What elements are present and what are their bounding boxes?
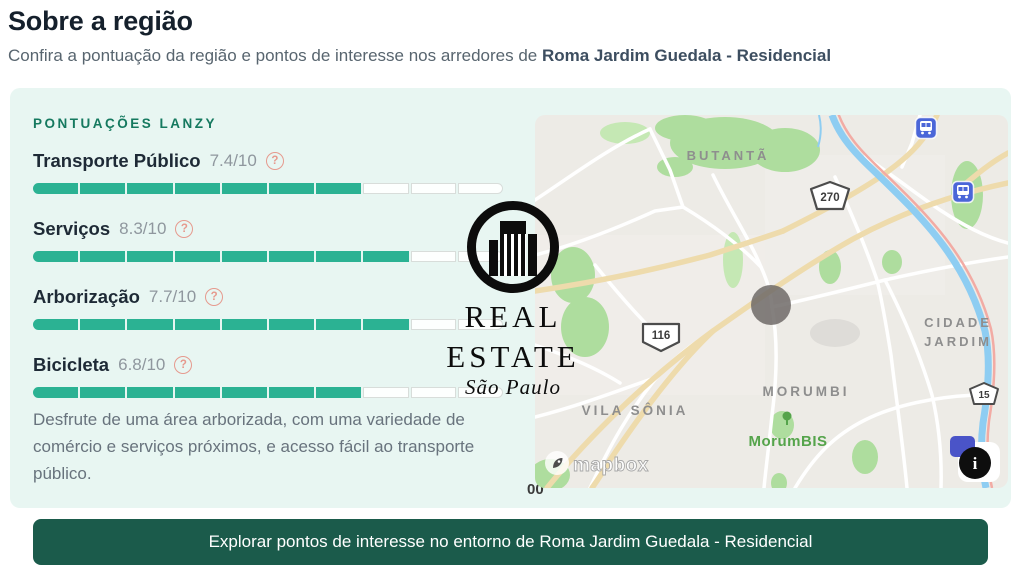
map-info-button[interactable]: i (950, 436, 1000, 482)
score-row-arborizacao: Arborização 7.7/10 ? (33, 284, 504, 330)
label-vila-sonia: VILA SÔNIA (582, 403, 689, 418)
label-cidade-jardim-2: JARDIM (924, 334, 992, 349)
park-tree-icon (782, 411, 792, 425)
score-label: Serviços (33, 218, 111, 239)
scores-panel: PONTUAÇÕES LANZY Transporte Público 7.4/… (10, 88, 1011, 508)
metro-station-icon (914, 116, 938, 140)
help-icon[interactable]: ? (205, 288, 224, 306)
score-label: Transporte Público (33, 150, 201, 171)
map[interactable]: 270 116 15 BUTANTÃ VILA SÔNIA MORUMBI CI… (535, 115, 1008, 488)
section-subtitle: Confira a pontuação da região e pontos d… (8, 46, 831, 66)
score-label: Arborização (33, 286, 140, 307)
svg-text:270: 270 (820, 192, 839, 204)
poi-morumbis[interactable]: MorumBIS (749, 411, 828, 451)
svg-text:mapbox: mapbox (573, 455, 649, 476)
metro-station-icon (951, 180, 975, 204)
score-row-servicos: Serviços 8.3/10 ? (33, 216, 504, 262)
score-row-transporte: Transporte Público 7.4/10 ? (33, 148, 504, 194)
label-morumbi: MORUMBI (763, 384, 850, 399)
score-bar (33, 319, 504, 330)
score-value: 8.3/10 (119, 219, 167, 238)
label-cidade-jardim: CIDADE (924, 315, 992, 330)
svg-text:116: 116 (652, 330, 671, 342)
explore-poi-button[interactable]: Explorar pontos de interesse no entorno … (33, 519, 988, 565)
road-shield-270: 270 (809, 180, 851, 211)
score-value: 7.7/10 (148, 287, 197, 306)
help-icon[interactable]: ? (265, 152, 284, 170)
score-row-bicicleta: Bicicleta 6.8/10 ? (33, 352, 504, 398)
help-icon[interactable]: ? (175, 220, 194, 238)
road-shield-116: 116 (641, 322, 681, 353)
section-title: Sobre a região (8, 6, 193, 36)
score-bar (33, 387, 504, 398)
region-description: Desfrute de uma área arborizada, com uma… (33, 410, 475, 483)
road-shield-15: 15 (969, 382, 999, 405)
subtitle-text: Confira a pontuação da região e pontos d… (8, 46, 542, 65)
score-value: 6.8/10 (118, 355, 166, 374)
score-label: Bicicleta (33, 354, 110, 375)
svg-text:i: i (973, 454, 978, 473)
map-river (817, 115, 996, 488)
svg-text:15: 15 (978, 390, 990, 401)
score-bar (33, 251, 504, 262)
help-icon[interactable]: ? (174, 356, 193, 374)
score-bar (33, 183, 504, 194)
panel-heading: PONTUAÇÕES LANZY (33, 116, 218, 131)
score-value: 7.4/10 (209, 151, 257, 170)
property-location-marker[interactable] (751, 285, 791, 325)
property-name: Roma Jardim Guedala - Residencial (541, 46, 832, 65)
svg-text:MorumBIS: MorumBIS (749, 433, 828, 450)
mapbox-logo[interactable]: mapbox (545, 451, 649, 476)
label-butanta: BUTANTÃ (687, 148, 770, 163)
